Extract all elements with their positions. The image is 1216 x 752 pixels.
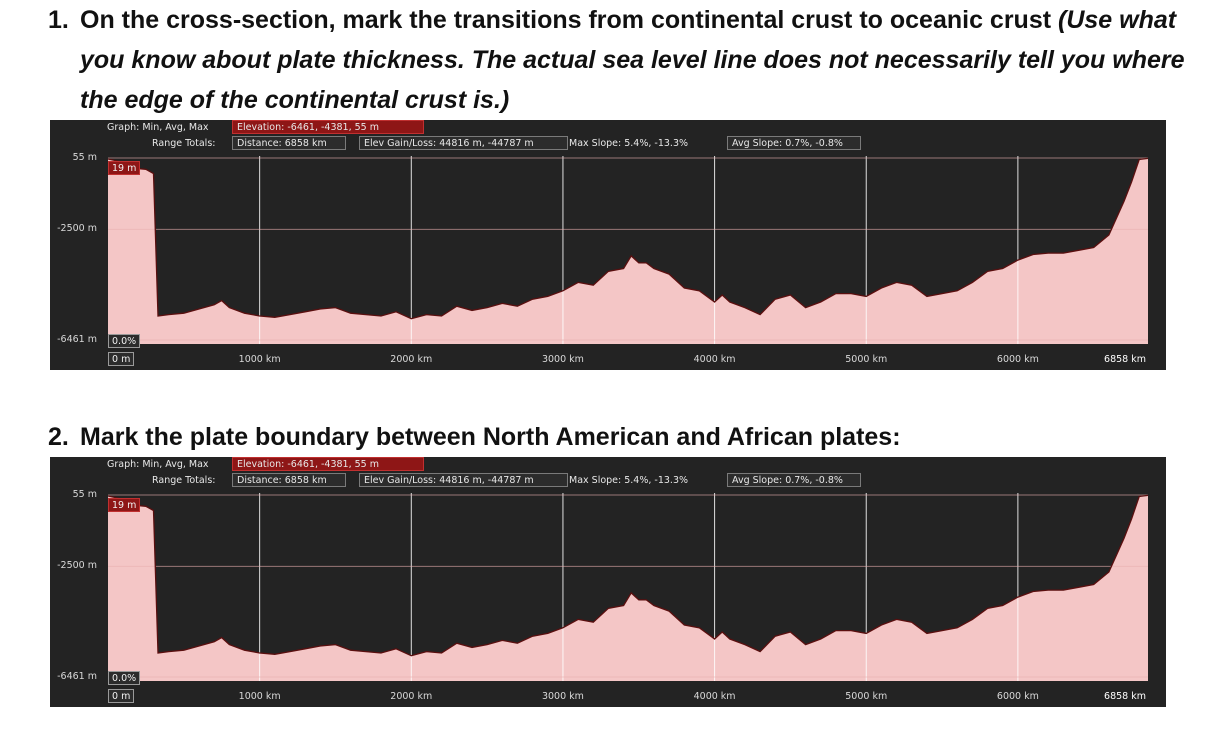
x-tick-label: 6000 km (996, 691, 1039, 702)
distance-stat: Distance: 6858 km (232, 136, 346, 150)
x-tick-label: 2000 km (390, 354, 433, 365)
x-tick-label: 4000 km (693, 691, 736, 702)
question-2-text: Mark the plate boundary between North Am… (80, 423, 901, 451)
elev-gain-loss-stat: Elev Gain/Loss: 44816 m, -44787 m (359, 136, 568, 150)
y-tick-label: -2500 m (57, 223, 97, 235)
question-1: 1. On the cross-section, mark the transit… (48, 0, 1188, 120)
question-2-number: 2. (48, 423, 69, 451)
profile-line (108, 494, 1148, 657)
elev-gain-loss-stat: Elev Gain/Loss: 44816 m, -44787 m (359, 473, 568, 487)
question-2: 2. Mark the plate boundary between North … (48, 417, 1188, 457)
cursor-elevation-tag: 19 m (108, 161, 141, 175)
cursor-distance-tag: 0 m (108, 352, 135, 366)
elevation-profile-panel-2: Graph: Min, Avg, Max Elevation: -6461, -… (50, 457, 1166, 707)
elevation-profile-plot[interactable]: 19 m 0.0% 0 m (108, 493, 1148, 705)
y-tick-label: 55 m (72, 489, 97, 500)
distance-stat: Distance: 6858 km (232, 473, 346, 487)
x-tick-label-end: 6858 km (1104, 354, 1146, 365)
cursor-distance-tag: 0 m (108, 689, 135, 703)
avg-slope-stat: Avg Slope: 0.7%, -0.8% (727, 136, 861, 150)
x-tick-label: 6000 km (996, 354, 1039, 365)
range-totals-label: Range Totals: (152, 138, 216, 149)
elevation-stat: Elevation: -6461, -4381, 55 m (232, 120, 424, 134)
x-tick-label: 1000 km (238, 691, 281, 702)
x-tick-label: 5000 km (845, 691, 888, 702)
x-tick-label: 3000 km (541, 354, 584, 365)
graph-label: Graph: Min, Avg, Max (107, 459, 209, 470)
avg-slope-stat: Avg Slope: 0.7%, -0.8% (727, 473, 861, 487)
max-slope-stat: Max Slope: 5.4%, -13.3% (569, 138, 689, 149)
y-tick-label: 55 m (72, 152, 97, 163)
elevation-profile-panel-1: Graph: Min, Avg, Max Elevation: -6461, -… (50, 120, 1166, 370)
graph-label: Graph: Min, Avg, Max (107, 122, 209, 133)
profile-area-fill (108, 158, 1148, 344)
question-1-note-line-3: the edge of the continental crust is.) (80, 86, 510, 114)
range-totals-label: Range Totals: (152, 475, 216, 486)
x-tick-label: 1000 km (238, 354, 281, 365)
x-tick-label: 2000 km (390, 691, 433, 702)
cursor-slope-tag: 0.0% (108, 334, 141, 348)
profile-line (108, 157, 1148, 320)
elevation-stat: Elevation: -6461, -4381, 55 m (232, 457, 424, 471)
x-tick-label-end: 6858 km (1104, 691, 1146, 702)
y-tick-label: -6461 m (57, 334, 97, 345)
x-tick-label: 3000 km (541, 691, 584, 702)
x-tick-label: 5000 km (845, 354, 888, 365)
cursor-elevation-tag: 19 m (108, 498, 141, 512)
question-1-note-line-1: (Use what (1058, 6, 1177, 34)
question-1-number: 1. (48, 6, 69, 34)
elevation-profile-plot[interactable]: 19 m 0.0% 0 m (108, 156, 1148, 368)
max-slope-stat: Max Slope: 5.4%, -13.3% (569, 475, 689, 486)
question-1-text: On the cross-section, mark the transitio… (80, 6, 1052, 34)
profile-area-fill (108, 495, 1148, 681)
elevation-profile-svg[interactable] (108, 493, 1148, 705)
question-1-note-line-2: you know about plate thickness. The actu… (80, 46, 1185, 74)
y-tick-label: -6461 m (57, 671, 97, 682)
x-tick-label: 4000 km (693, 354, 736, 365)
y-tick-label: -2500 m (57, 560, 97, 572)
cursor-slope-tag: 0.0% (108, 671, 141, 685)
elevation-profile-svg[interactable] (108, 156, 1148, 368)
